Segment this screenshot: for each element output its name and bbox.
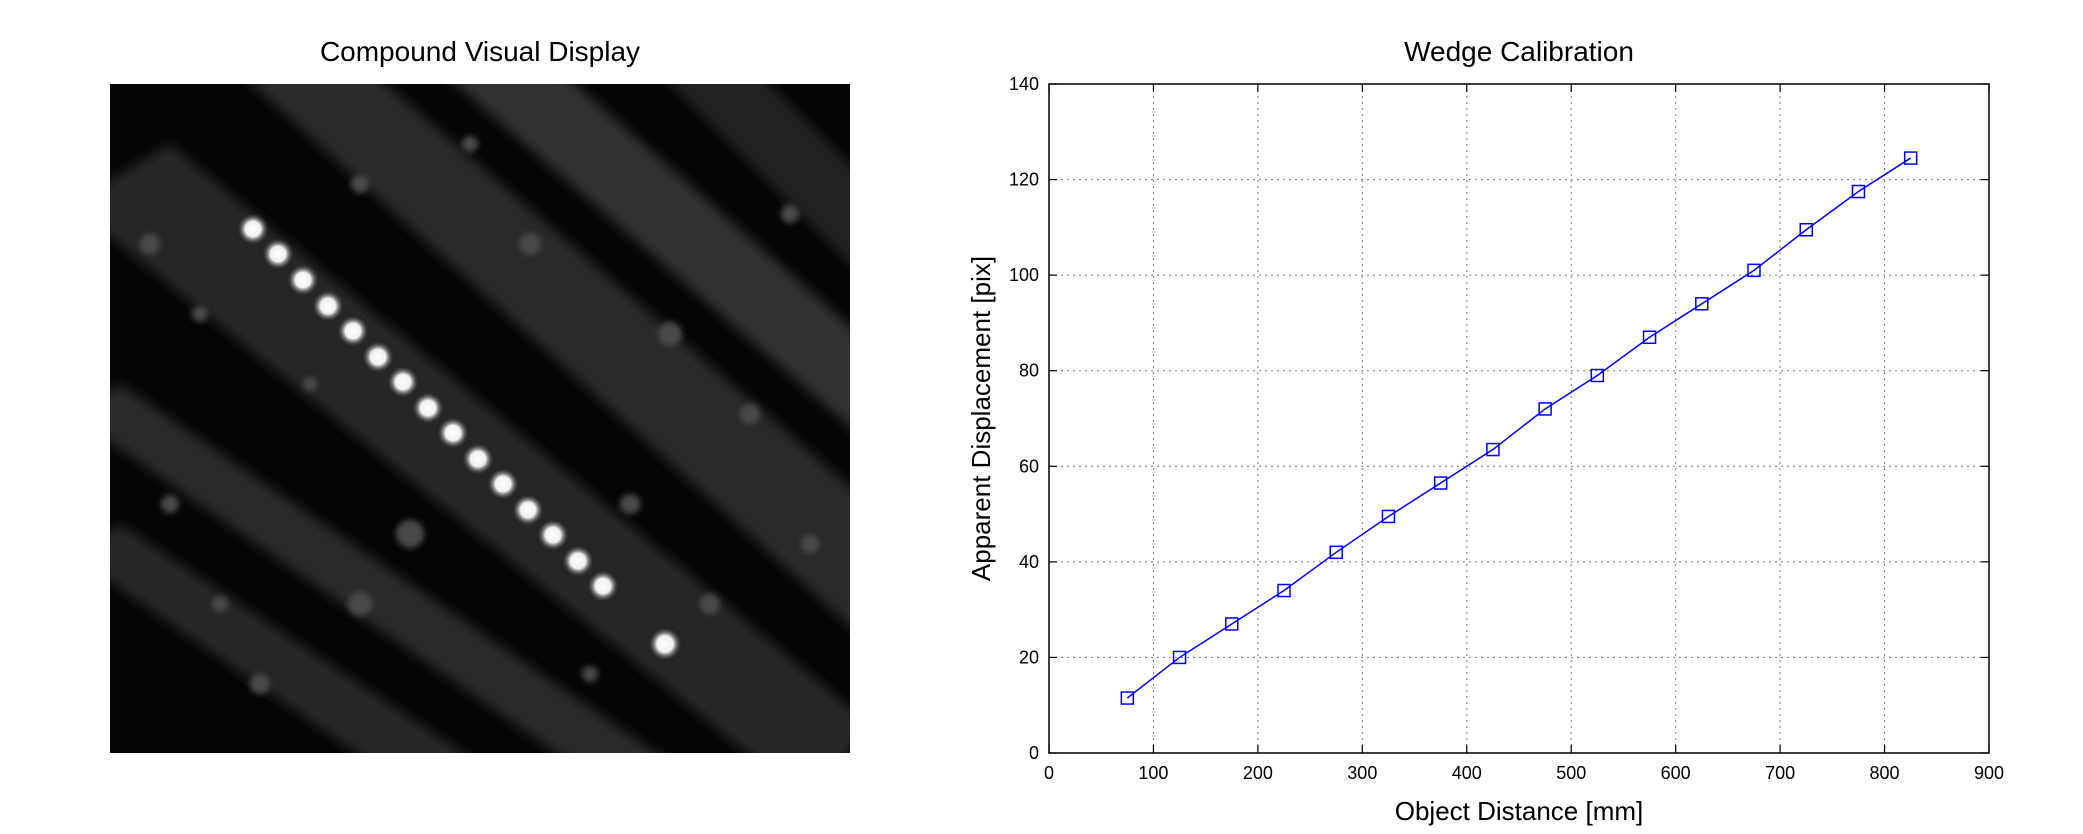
compound-visual-display-image xyxy=(110,84,850,753)
series-calibration xyxy=(1120,151,1918,705)
y-tick-label: 140 xyxy=(1009,74,1039,94)
data-point-marker xyxy=(1381,509,1396,524)
data-point-marker xyxy=(1120,691,1135,705)
y-tick-label: 0 xyxy=(1029,743,1039,763)
y-tick-label: 40 xyxy=(1019,552,1039,572)
x-tick-label: 300 xyxy=(1347,763,1377,783)
y-gridlines xyxy=(1049,83,1989,754)
plot-frame xyxy=(1048,83,1990,754)
series-line xyxy=(1126,157,1912,699)
data-point-marker xyxy=(1486,442,1500,457)
data-point-marker xyxy=(1225,617,1239,631)
x-tick-label: 600 xyxy=(1661,763,1691,783)
x-ticks: 0 100 200 300 400 500 600 700 800 900 xyxy=(1044,84,2004,783)
x-tick-label: 400 xyxy=(1452,763,1482,783)
image-title: Compound Visual Display xyxy=(319,36,641,67)
data-point-marker xyxy=(1172,650,1187,665)
data-point-marker xyxy=(1277,583,1291,598)
x-tick-label: 500 xyxy=(1556,763,1586,783)
x-tick-label: 0 xyxy=(1044,763,1054,783)
y-axis-label: Apparent Displacement [pix] xyxy=(966,256,996,581)
calibration-spots xyxy=(236,212,683,662)
data-point-marker xyxy=(1747,263,1761,278)
y-ticks: 0 20 40 60 80 100 120 140 xyxy=(1009,74,1989,763)
x-gridlines xyxy=(1048,84,1990,753)
data-point-marker xyxy=(1851,184,1866,199)
x-tick-label: 200 xyxy=(1243,763,1273,783)
data-point-marker xyxy=(1329,545,1343,560)
y-tick-label: 80 xyxy=(1019,361,1039,381)
data-point-marker xyxy=(1695,297,1709,311)
chart-title: Wedge Calibration xyxy=(1404,36,1634,67)
x-tick-label: 800 xyxy=(1870,763,1900,783)
x-tick-label: 100 xyxy=(1138,763,1168,783)
y-tick-label: 100 xyxy=(1009,265,1039,285)
y-tick-label: 60 xyxy=(1019,456,1039,476)
data-point-marker xyxy=(1538,402,1552,416)
y-tick-label: 20 xyxy=(1019,647,1039,667)
x-tick-label: 700 xyxy=(1765,763,1795,783)
background-speckles xyxy=(140,136,819,694)
data-point-marker xyxy=(1903,151,1918,165)
data-point-marker xyxy=(1433,476,1448,490)
data-point-marker xyxy=(1590,368,1605,383)
x-axis-label: Object Distance [mm] xyxy=(1395,796,1644,826)
data-point-marker xyxy=(1799,222,1813,237)
data-point-marker xyxy=(1642,330,1657,345)
x-tick-label: 900 xyxy=(1974,763,2004,783)
y-tick-label: 120 xyxy=(1009,170,1039,190)
